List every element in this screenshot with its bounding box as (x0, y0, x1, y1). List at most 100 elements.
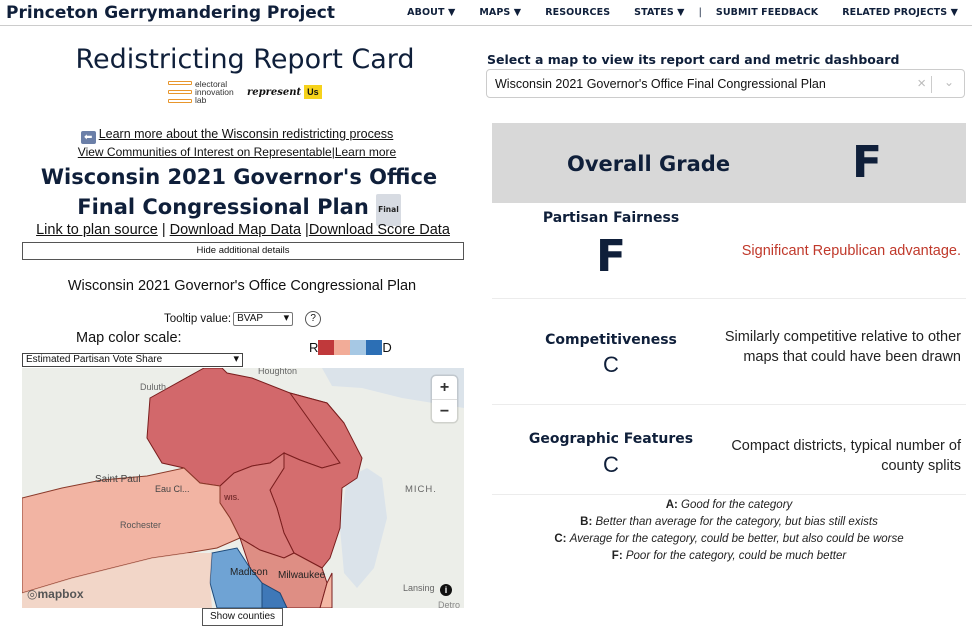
plan-title: Wisconsin 2021 Governor's Office Final C… (12, 162, 466, 226)
map-label-mich: MICH. (405, 484, 437, 495)
download-sep-1: | (157, 222, 170, 238)
zoom-controls: + − (432, 376, 457, 422)
download-score-data-link[interactable]: Download Score Data (308, 222, 450, 238)
partisan-fairness-description: Significant Republican advantage. (741, 243, 961, 259)
legend-swatch-strong-d (366, 340, 383, 355)
southwest-shading (22, 518, 212, 608)
back-arrow-icon: ⬅ (80, 131, 96, 144)
competitiveness-description: Similarly competitive relative to other … (724, 329, 961, 365)
lake-michigan (340, 468, 387, 588)
geographic-features-label: Geographic Features (528, 431, 694, 447)
learn-wisconsin-link[interactable]: Learn more about the Wisconsin redistric… (98, 127, 394, 141)
map-info-icon[interactable]: i (440, 584, 452, 596)
nav-separator: | (698, 7, 702, 18)
tooltip-controls: Tooltip value: BVAP ? (164, 311, 322, 327)
grade-key-text: Average for the category, could be bette… (569, 533, 904, 545)
download-map-data-link[interactable]: Download Map Data (169, 222, 302, 238)
map-label-lansing: Lansing (403, 583, 435, 593)
legend-r-label: R (309, 340, 319, 355)
overall-grade-value: F (852, 137, 883, 188)
tooltip-label: Tooltip value: (164, 313, 232, 325)
select-divider (931, 76, 932, 93)
district-map-canvas: Duluth Houghton Saint Paul Eau Cl... WIS… (22, 368, 464, 608)
chevron-down-icon[interactable]: ⌄ (943, 75, 954, 89)
learn-more-link[interactable]: Learn more (334, 145, 397, 159)
show-counties-button[interactable]: Show counties (202, 608, 283, 626)
district-map[interactable]: Duluth Houghton Saint Paul Eau Cl... WIS… (22, 368, 464, 608)
map-label-saint-paul: Saint Paul (95, 474, 141, 485)
map-label-wis: WIS. (224, 495, 239, 502)
mapbox-logo-text: mapbox (37, 587, 84, 601)
grade-key-item: A: Good for the category (492, 497, 966, 514)
geographic-features-description: Compact districts, typical number of cou… (731, 438, 961, 474)
district-1[interactable] (287, 572, 333, 608)
plan-subtitle: Wisconsin 2021 Governor's Office Congres… (67, 278, 417, 294)
eil-mark-icon (168, 81, 192, 103)
geographic-features-row: Geographic Features C Compact districts,… (492, 406, 966, 495)
map-label-milwaukee: Milwaukee (278, 570, 326, 581)
nav-resources[interactable]: RESOURCES (545, 7, 611, 18)
overall-grade-panel: Overall Grade F (492, 123, 966, 203)
final-badge: Final (376, 194, 401, 226)
geographic-features-grade: C (603, 452, 619, 477)
zoom-out-button[interactable]: − (432, 399, 457, 422)
plan-select-dropdown[interactable]: Wisconsin 2021 Governor's Office Final C… (486, 69, 965, 98)
learn-wisconsin-row: ⬅ Learn more about the Wisconsin redistri… (0, 127, 474, 144)
represent-us-word: represent (247, 86, 302, 98)
district-4[interactable] (261, 582, 288, 608)
partisan-fairness-label: Partisan Fairness (542, 210, 680, 226)
grade-key-letter: F: (611, 550, 623, 562)
electoral-innovation-lab-logo[interactable]: electoral innovation lab (168, 80, 243, 104)
eil-logo-text: electoral innovation lab (195, 79, 234, 105)
grade-key-item: F: Poor for the category, could be much … (492, 548, 966, 565)
partner-logos: electoral innovation lab represent Us (168, 80, 322, 104)
color-scale-label: Map color scale: (76, 330, 182, 346)
grade-key-letter: A: (665, 499, 678, 511)
top-navbar: Princeton Gerrymandering Project ABOUT ▼… (0, 0, 972, 26)
map-label-houghton: Houghton (258, 368, 297, 376)
site-brand[interactable]: Princeton Gerrymandering Project (6, 3, 336, 23)
clear-selection-icon[interactable]: × (917, 75, 926, 92)
mapbox-logo[interactable]: ◎mapbox (27, 587, 84, 601)
view-coi-link[interactable]: View Communities of Interest on Represen… (77, 145, 332, 159)
competitiveness-grade: C (603, 352, 619, 377)
partisan-fairness-grade: F (595, 231, 627, 282)
represent-us-badge: Us (304, 85, 322, 99)
partisan-fairness-row: Partisan Fairness F Significant Republic… (492, 203, 966, 299)
legend-swatch-strong-r (318, 340, 335, 355)
grade-key-letter: C: (554, 533, 567, 545)
map-label-duluth: Duluth (140, 382, 166, 392)
competitiveness-row: Competitiveness C Similarly competitive … (492, 300, 966, 405)
grade-key-text: Good for the category (681, 499, 793, 511)
download-sep-2: | (301, 222, 309, 238)
represent-us-logo[interactable]: represent Us (247, 85, 322, 99)
nav-maps[interactable]: MAPS ▼ (479, 7, 522, 18)
map-label-detroit: Detro (438, 600, 460, 608)
plan-title-text: Wisconsin 2021 Governor's Office Final C… (40, 165, 438, 219)
help-icon[interactable]: ? (305, 311, 322, 327)
lake-superior (322, 368, 464, 408)
mapbox-circle-icon: ◎ (27, 587, 38, 601)
nav-about[interactable]: ABOUT ▼ (407, 7, 456, 18)
nav-states[interactable]: STATES ▼ (634, 7, 685, 18)
grade-key-letter: B: (580, 516, 593, 528)
nav-related-projects[interactable]: RELATED PROJECTS ▼ (842, 7, 958, 18)
plan-source-link[interactable]: Link to plan source (36, 222, 158, 238)
nav-submit-feedback[interactable]: SUBMIT FEEDBACK (715, 7, 819, 18)
plan-select-value: Wisconsin 2021 Governor's Office Final C… (495, 77, 826, 91)
color-scale-select[interactable]: Estimated Partisan Vote Share (22, 353, 243, 367)
map-select-label: Select a map to view its report card and… (487, 52, 900, 67)
zoom-in-button[interactable]: + (439, 379, 450, 396)
map-label-eau-claire: Eau Cl... (155, 484, 190, 494)
grade-key-text: Better than average for the category, bu… (595, 516, 878, 528)
page-title: Redistricting Report Card (75, 44, 415, 75)
coi-links-row: View Communities of Interest on Represen… (0, 145, 474, 159)
nav-menu: ABOUT ▼ MAPS ▼ RESOURCES STATES ▼ | SUBM… (383, 7, 958, 18)
grade-key-text: Poor for the category, could be much bet… (625, 550, 847, 562)
grade-key-item: C: Average for the category, could be be… (492, 531, 966, 548)
overall-grade-label: Overall Grade (567, 152, 731, 176)
legend-swatch-lean-r (334, 340, 351, 355)
district-3[interactable] (22, 467, 241, 594)
hide-details-button[interactable]: Hide additional details (22, 242, 464, 260)
tooltip-select[interactable]: BVAP (233, 312, 294, 326)
